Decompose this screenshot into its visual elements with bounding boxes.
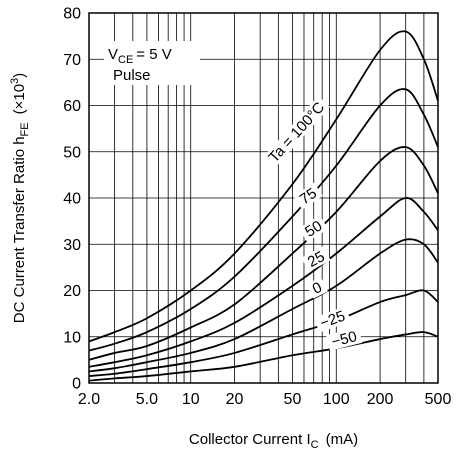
x-tick-label: 200: [367, 391, 394, 408]
x-tick-label: 10: [182, 391, 200, 408]
series-line: [88, 331, 439, 382]
y-tick-label: 0: [72, 376, 81, 393]
x-tick-label: 100: [323, 391, 350, 408]
y-tick-label: 30: [63, 237, 81, 254]
series-label-bg: [306, 277, 328, 299]
condition-vce: VCE = 5 V: [108, 46, 172, 66]
series-label-bg: [262, 96, 331, 169]
series-line: [88, 289, 439, 377]
x-axis-title: Collector Current IC (mA): [189, 431, 358, 451]
axis-ticks: 0 10 20 30 40 50 60 70 80 2.0 5.0 10 20 50 100 200 500: [63, 6, 451, 409]
series-label: Ta = 100°C: [265, 99, 328, 166]
y-tick-label: 40: [63, 191, 81, 208]
y-tick-label: 20: [63, 283, 81, 300]
y-tick-label: 50: [63, 144, 81, 161]
y-tick-label: 80: [63, 6, 81, 23]
y-axis-title: DC Current Transfer Ratio hFE(×103): [9, 73, 31, 323]
x-tick-label: 5.0: [136, 391, 158, 408]
x-tick-label: 20: [226, 391, 244, 408]
x-tick-label: 500: [425, 391, 452, 408]
series-label: −50: [330, 328, 359, 351]
series-line: [88, 88, 439, 352]
plot-frame: [88, 12, 439, 384]
series-label: 50: [302, 217, 325, 240]
series-label-bg: [301, 246, 331, 272]
y-tick-label: 70: [63, 52, 81, 69]
series-line: [88, 146, 439, 361]
x-tick-label: 50: [284, 391, 302, 408]
series-label-bg: [298, 215, 329, 242]
series-label: 25: [305, 248, 328, 271]
series-label: 75: [297, 185, 320, 208]
y-tick-label: 60: [63, 98, 81, 115]
y-tick-label: 10: [63, 329, 81, 346]
series-line: [88, 238, 439, 373]
condition-box: [104, 41, 200, 85]
condition-pulse: Pulse: [113, 67, 151, 84]
series-line: [88, 30, 439, 343]
series-line: [88, 197, 439, 368]
x-tick-label: 2.0: [78, 391, 100, 408]
series-label-bg: [313, 306, 351, 333]
series-label-bg: [326, 327, 363, 351]
series-label-bg: [293, 182, 323, 210]
